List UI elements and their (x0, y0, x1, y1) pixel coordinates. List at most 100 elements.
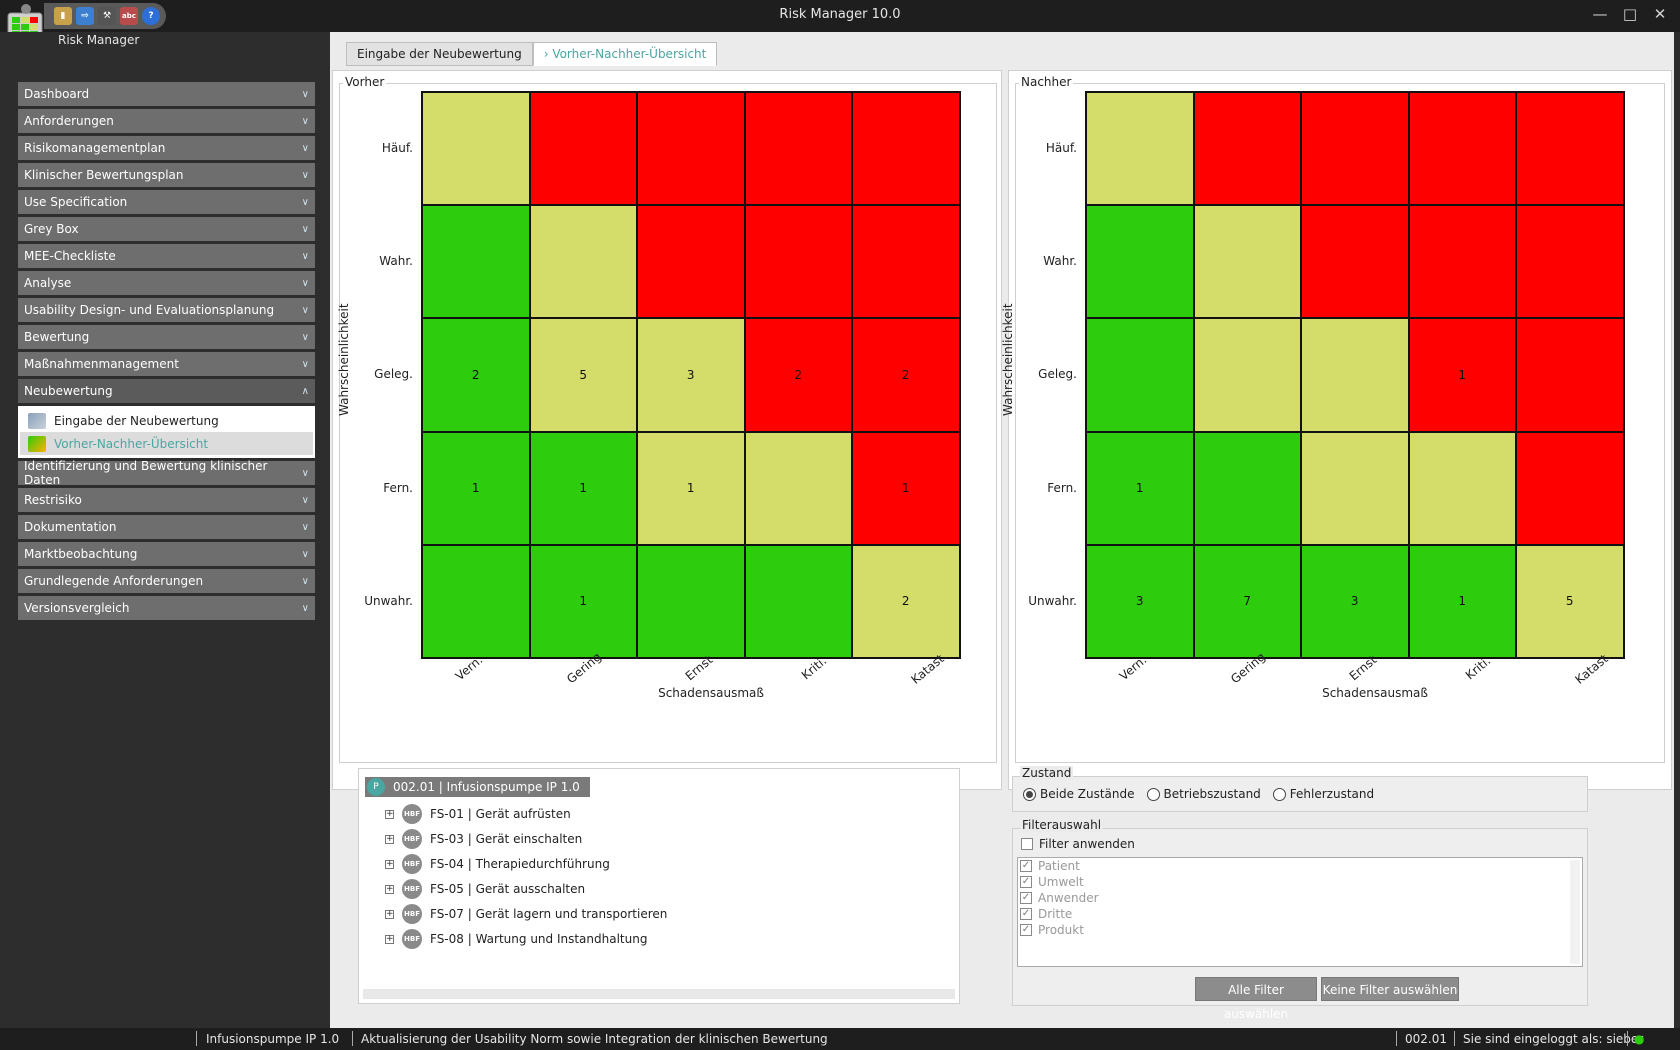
radio-button-icon[interactable] (1272, 787, 1286, 801)
sidebar-item[interactable]: Grey Box ∨ (18, 217, 315, 241)
matrix-cell[interactable]: 1 (529, 431, 637, 545)
expand-icon[interactable]: + (385, 833, 394, 844)
horizontal-scrollbar[interactable] (363, 989, 955, 999)
matrix-cell[interactable]: 3 (1301, 544, 1409, 658)
maximize-icon[interactable]: □ (1622, 5, 1638, 23)
matrix-cell[interactable]: 1 (422, 431, 530, 545)
sidebar-item[interactable]: Grundlegende Anforderungen ∨ (18, 569, 315, 593)
matrix-cell[interactable] (637, 544, 745, 658)
tools-icon[interactable]: ⚒ (98, 7, 116, 25)
close-icon[interactable]: ✕ (1653, 5, 1667, 23)
expand-icon[interactable]: + (385, 883, 394, 894)
tree-item[interactable]: + HBF FS-07 | Gerät lagern und transportie… (385, 903, 667, 925)
checkbox-checked-icon[interactable]: ✓ (1020, 908, 1032, 920)
listbox-scrollbar[interactable] (1570, 860, 1580, 964)
matrix-cell[interactable] (1086, 318, 1194, 432)
matrix-cell[interactable] (422, 92, 530, 206)
matrix-cell[interactable] (1193, 431, 1301, 545)
matrix-cell[interactable] (1193, 92, 1301, 206)
matrix-cell[interactable]: 1 (1408, 318, 1516, 432)
matrix-cell[interactable] (529, 205, 637, 319)
sidebar-item[interactable]: Anforderungen ∨ (18, 109, 315, 133)
tree-item[interactable]: + HBF FS-05 | Gerät ausschalten (385, 878, 585, 900)
checkbox-checked-icon[interactable]: ✓ (1020, 892, 1032, 904)
filter-option[interactable]: ✓ Anwender (1018, 890, 1582, 906)
matrix-cell[interactable] (744, 431, 852, 545)
matrix-cell[interactable] (637, 205, 745, 319)
tree-root[interactable]: P 002.01 | Infusionspumpe IP 1.0 (365, 777, 590, 797)
filter-option[interactable]: ✓ Dritte (1018, 906, 1582, 922)
zustand-radio[interactable]: Fehlerzustand (1272, 787, 1374, 801)
zustand-radio[interactable]: Beide Zustände (1023, 787, 1135, 801)
matrix-cell[interactable] (1301, 92, 1409, 206)
sidebar-item[interactable]: Usability Design- und Evaluationsplanung… (18, 298, 315, 322)
tree-item[interactable]: + HBF FS-08 | Wartung und Instandhaltung (385, 928, 647, 950)
export-icon[interactable]: ⇨ (76, 7, 94, 25)
sidebar-item[interactable]: Use Specification ∨ (18, 190, 315, 214)
filter-apply-checkbox[interactable] (1021, 838, 1033, 850)
tab-eingabe-neubewertung[interactable]: Eingabe der Neubewertung (346, 42, 533, 66)
matrix-cell[interactable]: 2 (852, 318, 960, 432)
matrix-cell[interactable]: 2 (422, 318, 530, 432)
matrix-cell[interactable] (1301, 205, 1409, 319)
expand-icon[interactable]: + (385, 808, 394, 819)
sidebar-item[interactable]: Analyse ∨ (18, 271, 315, 295)
filter-option[interactable]: ✓ Patient (1018, 858, 1582, 874)
sidebar-item[interactable]: Dokumentation ∨ (18, 515, 315, 539)
matrix-cell[interactable]: 3 (1086, 544, 1194, 658)
matrix-cell[interactable]: 2 (744, 318, 852, 432)
matrix-cell[interactable] (1516, 431, 1624, 545)
matrix-cell[interactable] (852, 92, 960, 206)
sidebar-item[interactable]: Dashboard ∨ (18, 82, 315, 106)
matrix-cell[interactable] (529, 92, 637, 206)
sidebar-item[interactable]: Marktbeobachtung ∨ (18, 542, 315, 566)
select-no-filters-button[interactable]: Keine Filter auswählen (1321, 977, 1459, 1001)
radio-button-icon[interactable] (1023, 787, 1036, 801)
sidebar-subitem[interactable]: Eingabe der Neubewertung (20, 409, 313, 432)
matrix-cell[interactable]: 1 (637, 431, 745, 545)
filter-option[interactable]: ✓ Umwelt (1018, 874, 1582, 890)
sidebar-item[interactable]: MEE-Checkliste ∨ (18, 244, 315, 268)
sidebar-item[interactable]: Risikomanagementplan ∨ (18, 136, 315, 160)
tree-item[interactable]: + HBF FS-03 | Gerät einschalten (385, 828, 582, 850)
spellcheck-icon[interactable]: abc (120, 7, 138, 25)
zustand-radio[interactable]: Betriebszustand (1146, 787, 1261, 801)
matrix-cell[interactable]: 1 (1086, 431, 1194, 545)
tree-item[interactable]: + HBF FS-04 | Therapiedurchführung (385, 853, 610, 875)
matrix-cell[interactable]: 2 (852, 544, 960, 658)
matrix-cell[interactable] (1086, 92, 1194, 206)
tree-item[interactable]: + HBF FS-01 | Gerät aufrüsten (385, 803, 571, 825)
matrix-cell[interactable] (744, 205, 852, 319)
matrix-cell[interactable]: 1 (852, 431, 960, 545)
checkbox-checked-icon[interactable]: ✓ (1020, 876, 1032, 888)
expand-icon[interactable]: + (385, 858, 394, 869)
checkbox-checked-icon[interactable]: ✓ (1020, 860, 1032, 872)
matrix-cell[interactable] (1086, 205, 1194, 319)
document-icon[interactable]: ▮ (54, 7, 72, 25)
checkbox-checked-icon[interactable]: ✓ (1020, 924, 1032, 936)
matrix-cell[interactable] (637, 92, 745, 206)
matrix-cell[interactable] (1193, 205, 1301, 319)
matrix-cell[interactable] (422, 205, 530, 319)
matrix-cell[interactable]: 5 (1516, 544, 1624, 658)
expand-icon[interactable]: + (385, 908, 394, 919)
sidebar-item[interactable]: Identifizierung und Bewertung klinischer… (18, 459, 315, 487)
matrix-cell[interactable]: 3 (637, 318, 745, 432)
sidebar-item[interactable]: Klinischer Bewertungsplan ∨ (18, 163, 315, 187)
matrix-cell[interactable]: 7 (1193, 544, 1301, 658)
filter-option[interactable]: ✓ Produkt (1018, 922, 1582, 938)
matrix-cell[interactable] (1193, 318, 1301, 432)
sidebar-subitem[interactable]: Vorher-Nachher-Übersicht (20, 432, 313, 455)
tab-vorher-nachher[interactable]: › Vorher-Nachher-Übersicht (532, 42, 718, 66)
filter-apply-row[interactable]: Filter anwenden (1021, 837, 1135, 851)
expand-icon[interactable]: + (385, 933, 394, 944)
matrix-cell[interactable] (852, 205, 960, 319)
matrix-cell[interactable] (744, 544, 852, 658)
matrix-cell[interactable] (1516, 92, 1624, 206)
matrix-cell[interactable] (1516, 318, 1624, 432)
matrix-cell[interactable]: 1 (1408, 544, 1516, 658)
matrix-cell[interactable] (1516, 205, 1624, 319)
matrix-cell[interactable]: 1 (529, 544, 637, 658)
minimize-icon[interactable]: — (1592, 5, 1608, 23)
sidebar-item[interactable]: Neubewertung ∧ (18, 379, 315, 403)
